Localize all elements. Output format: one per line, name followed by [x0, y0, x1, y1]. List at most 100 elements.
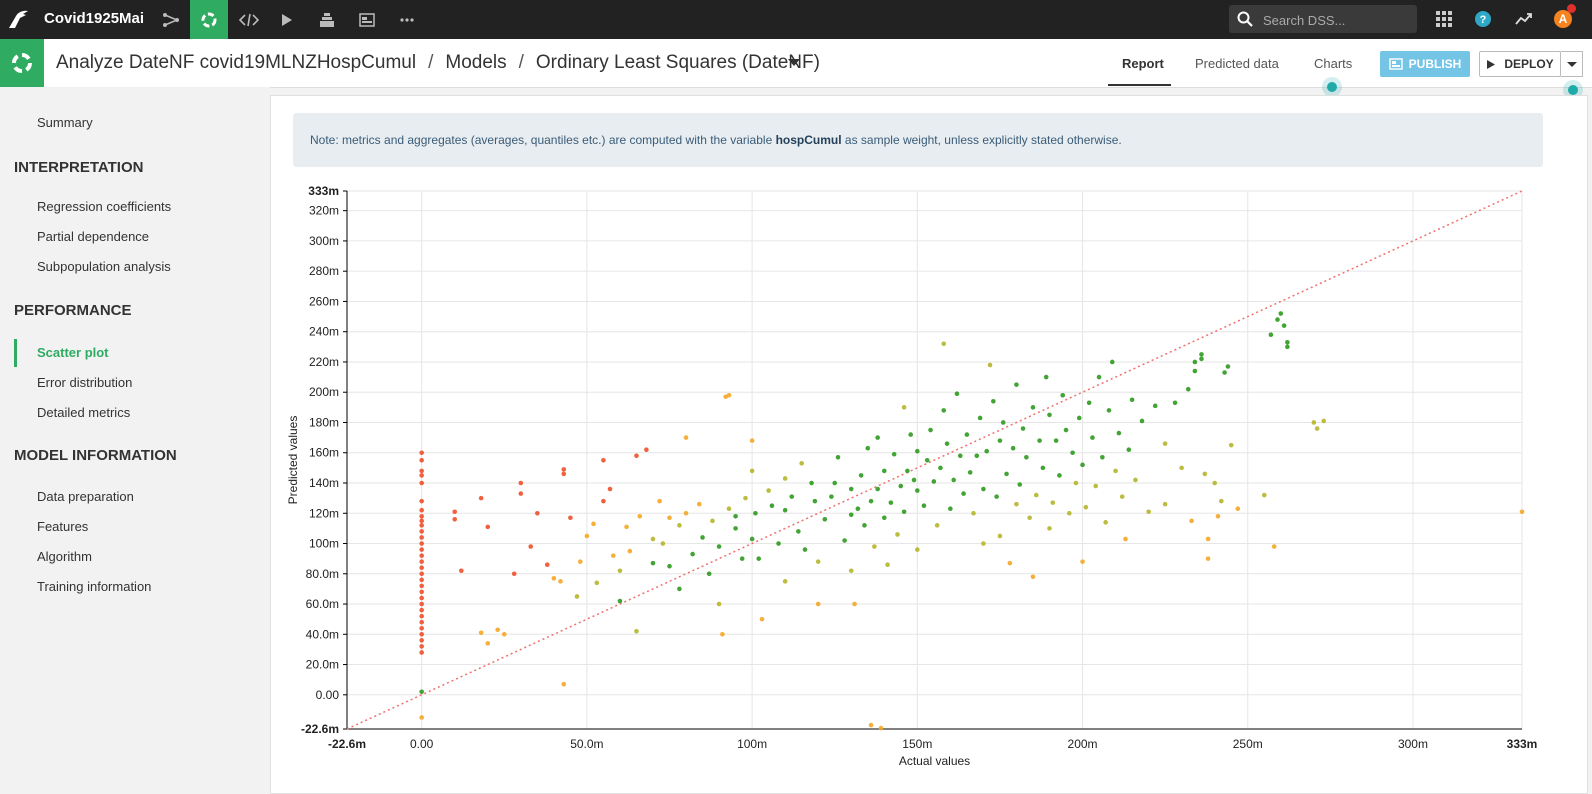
- scatter-point: [875, 486, 880, 492]
- scatter-point: [419, 547, 424, 552]
- scatter-point: [865, 445, 871, 451]
- scatter-point: [574, 594, 580, 599]
- scatter-point: [601, 458, 606, 463]
- scatter-point: [868, 722, 874, 728]
- scatter-point: [749, 438, 755, 443]
- y-tick-label: 240m: [309, 325, 339, 339]
- deploy-button[interactable]: DEPLOY: [1479, 51, 1561, 77]
- x-tick-label: 200m: [1068, 737, 1098, 751]
- scatter-point: [1271, 544, 1277, 549]
- sidebar-item-regression-coefficients[interactable]: Regression coefficients: [37, 199, 172, 214]
- breadcrumb-models[interactable]: Models: [445, 52, 507, 73]
- apps-grid-icon[interactable]: [1434, 9, 1454, 29]
- search-box[interactable]: [1229, 5, 1417, 33]
- scatter-point: [1047, 412, 1052, 418]
- sidebar-item-partial-dependence[interactable]: Partial dependence: [37, 229, 150, 244]
- scatter-point: [419, 650, 424, 655]
- scatter-point: [921, 503, 927, 508]
- scatter-point: [1205, 536, 1211, 542]
- scatter-point: [1080, 559, 1085, 564]
- sidebar-item-scatter-plot[interactable]: Scatter plot: [37, 345, 109, 360]
- breadcrumb-model[interactable]: Ordinary Least Squares (DateNF): [535, 52, 820, 73]
- deploy-options-button[interactable]: [1561, 51, 1583, 77]
- scatter-point: [1133, 477, 1138, 483]
- breadcrumb-analysis[interactable]: Analyze DateNF covid19MLNZHospCumul: [56, 52, 417, 73]
- scatter-point: [878, 725, 884, 731]
- deploy-label: DEPLOY: [1504, 57, 1554, 71]
- scatter-point: [1185, 386, 1191, 392]
- y-tick-label: 200m: [309, 385, 339, 399]
- scatter-point: [1199, 356, 1204, 362]
- scatter-point: [1106, 408, 1112, 413]
- scatter-point: [518, 491, 524, 496]
- scatter-point: [967, 470, 973, 475]
- scatter-point: [997, 533, 1003, 539]
- sidebar-item-training-information[interactable]: Training information: [37, 579, 152, 594]
- scatter-point: [419, 458, 424, 463]
- scatter-point: [1103, 520, 1108, 525]
- user-avatar[interactable]: A: [1554, 10, 1572, 28]
- publish-icon[interactable]: [308, 0, 346, 39]
- sidebar-item-summary[interactable]: Summary: [37, 115, 93, 130]
- scatter-point: [1010, 445, 1016, 451]
- scatter-point: [617, 568, 623, 574]
- scatter-point: [941, 341, 947, 347]
- scatter-point: [419, 480, 424, 486]
- help-icon[interactable]: ?: [1473, 9, 1493, 29]
- sidebar-item-detailed-metrics[interactable]: Detailed metrics: [37, 405, 131, 420]
- scatter-point: [855, 506, 861, 512]
- scatter-point: [577, 559, 583, 564]
- analysis-icon[interactable]: [0, 39, 44, 87]
- scatter-point: [452, 517, 458, 522]
- search-input[interactable]: [1261, 9, 1415, 31]
- scatter-point: [885, 562, 890, 567]
- tour-hint-dot[interactable]: [1327, 82, 1337, 92]
- flow-icon[interactable]: [152, 0, 190, 39]
- run-icon[interactable]: [268, 0, 306, 39]
- lab-icon[interactable]: [190, 0, 228, 39]
- sidebar-item-subpopulation-analysis[interactable]: Subpopulation analysis: [37, 259, 171, 274]
- tab-predicted-data[interactable]: Predicted data: [1195, 56, 1279, 71]
- scatter-point: [954, 391, 960, 397]
- activity-trend-icon[interactable]: [1514, 9, 1534, 29]
- scatter-point: [1192, 368, 1198, 374]
- tab-report[interactable]: Report: [1122, 56, 1164, 71]
- sidebar-item-error-distribution[interactable]: Error distribution: [37, 375, 133, 390]
- report-content: Note: metrics and aggregates (averages, …: [270, 95, 1588, 794]
- y-tick-label: 333m: [308, 184, 339, 198]
- more-icon[interactable]: [388, 0, 426, 39]
- y-tick-label: 40.0m: [306, 627, 339, 641]
- scatter-point: [756, 556, 762, 561]
- code-icon[interactable]: [230, 0, 268, 39]
- scatter-point: [915, 448, 920, 454]
- scatter-point: [938, 465, 943, 471]
- x-tick-label: -22.6m: [328, 737, 366, 751]
- tab-charts[interactable]: Charts: [1314, 56, 1353, 71]
- dashboard-icon[interactable]: [348, 0, 386, 39]
- scatter-point: [753, 510, 758, 516]
- scatter-point: [1192, 359, 1198, 365]
- scatter-point: [1278, 311, 1284, 316]
- chevron-down-icon[interactable]: [788, 59, 800, 66]
- project-name[interactable]: Covid1925Mai: [44, 10, 145, 27]
- sidebar-item-features[interactable]: Features: [37, 519, 89, 534]
- publish-button[interactable]: PUBLISH: [1380, 51, 1470, 77]
- scatter-point: [974, 453, 980, 459]
- x-tick-label: 100m: [737, 737, 767, 751]
- sidebar-item-algorithm[interactable]: Algorithm: [37, 549, 92, 564]
- sidebar-item-data-preparation[interactable]: Data preparation: [37, 489, 134, 504]
- scatter-point: [1205, 556, 1211, 561]
- scatter-point: [561, 467, 567, 472]
- scatter-point: [1219, 498, 1224, 504]
- scatter-point: [1027, 515, 1032, 521]
- tour-hint-dot[interactable]: [1568, 85, 1578, 95]
- scatter-point: [584, 533, 590, 539]
- dataiku-bird-logo[interactable]: [6, 8, 32, 30]
- scatter-point: [832, 480, 838, 486]
- scatter-point: [452, 509, 458, 515]
- scatter-point: [848, 512, 854, 518]
- scatter-point: [1162, 441, 1168, 446]
- section-performance: PERFORMANCE: [14, 302, 132, 319]
- scatter-point: [1090, 435, 1095, 440]
- scatter-point: [611, 553, 616, 558]
